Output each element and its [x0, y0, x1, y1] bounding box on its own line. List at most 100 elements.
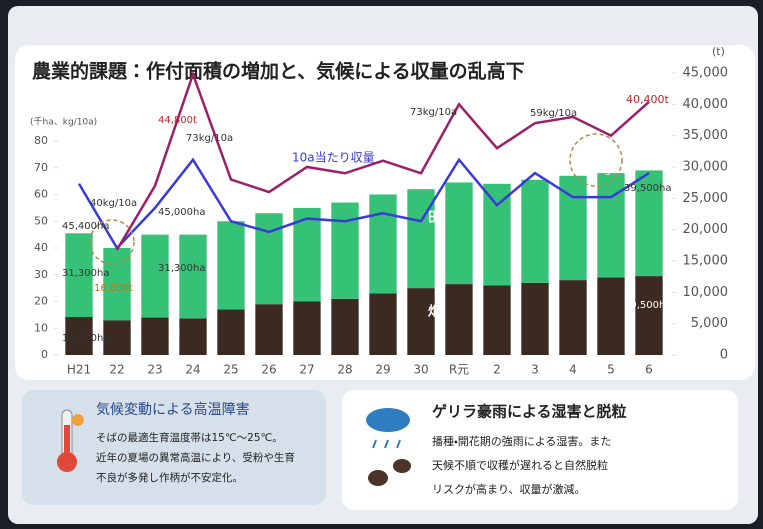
bar-segment	[293, 207, 321, 302]
annotation: 29,500ha	[624, 300, 671, 311]
bar-segment	[217, 221, 245, 310]
annotation: 10a当たり収量	[292, 151, 375, 165]
card-title: ゲリラ豪雨による湿害と脱粒	[432, 403, 627, 421]
annotation: 44,800t	[158, 115, 197, 126]
bar-segment	[407, 288, 435, 355]
chart-title: 農業的課題：作付面積の増加と、気候による収量の乱高下	[32, 60, 525, 83]
annotation: 45,000ha	[158, 207, 205, 218]
annotation: 45,400ha	[62, 221, 109, 232]
sun-icon	[72, 414, 84, 426]
x-tick-label: 29	[375, 363, 390, 377]
bar-segment	[217, 309, 245, 355]
x-tick-label: 26	[261, 363, 276, 377]
x-tick-label: 6	[645, 363, 653, 377]
bar-segment	[65, 233, 93, 318]
thermometer-level	[64, 425, 70, 460]
x-tick-label: 27	[299, 363, 314, 377]
bar-segment	[559, 175, 587, 281]
bar-segment	[483, 183, 511, 286]
x-tick-label: 2	[493, 363, 501, 377]
y2-tick-label: 10,000	[683, 285, 729, 300]
annotation: 59kg	[586, 165, 611, 176]
x-tick-label: H21	[67, 363, 91, 377]
card-text: 不良が多発し作柄が不安定化。	[96, 471, 243, 484]
bar-segment	[597, 277, 625, 355]
bar-segment	[179, 234, 207, 319]
annotation: 40kg/10a	[90, 198, 137, 209]
annotation: 31,300ha	[62, 268, 109, 279]
bar-segment	[103, 320, 131, 355]
annotation: 40,400t	[626, 93, 669, 106]
y2-tick-label: 45,000	[683, 66, 729, 81]
y2-tick-label: 35,000	[683, 128, 729, 143]
y2-tick-label: 30,000	[683, 160, 729, 175]
card-text: リスクが高まり、収量が激減。	[432, 482, 586, 496]
y-tick-label: 80	[34, 134, 48, 147]
bar-segment	[331, 202, 359, 299]
highlight-circle	[569, 133, 623, 187]
annotations: 45,400ha 31,300ha 14,200ha 40kg/10a 16,8…	[62, 93, 671, 344]
bar-segment	[521, 179, 549, 283]
bar-segment	[331, 298, 359, 355]
bar-segment	[255, 304, 283, 355]
bar-segment	[255, 213, 283, 305]
card-text: 播種・開花期の強雨による湿害。また	[432, 434, 611, 448]
x-tick-label: R元	[449, 363, 469, 377]
bar-segment	[521, 282, 549, 355]
annotation: 畑	[428, 305, 441, 320]
annotation: 73kg/10a	[186, 133, 233, 144]
y-tick-label: 70	[34, 161, 48, 174]
x-tick-label: 5	[607, 363, 615, 377]
bar-segment	[103, 248, 131, 321]
annotation: 31,300ha	[158, 263, 205, 274]
card-text: そばの最適生育温度帯は15℃～25℃。	[96, 431, 283, 444]
x-tick-label: 4	[569, 363, 577, 377]
y2-tick-label: 0	[720, 348, 728, 363]
x-tick-label: 24	[185, 363, 200, 377]
y-tick-label: 30	[34, 268, 48, 281]
card-text: 天候不順で収穫が遅れると自然脱粒	[432, 458, 608, 472]
x-tick-label: 30	[413, 363, 428, 377]
seed-icon	[368, 470, 388, 486]
y2-tick-label: 15,000	[683, 254, 729, 269]
annotation: 16,800t	[94, 283, 133, 294]
bar-segment	[597, 173, 625, 278]
y-tick-label: 0	[41, 348, 48, 361]
card-background	[342, 390, 738, 510]
annotation: 14,200ha	[62, 333, 109, 344]
card-1: 気候変動による高温障害 そばの最適生育温度帯は15℃～25℃。 近年の夏場の異常…	[22, 390, 326, 505]
bar-segment	[559, 280, 587, 355]
card-text: 近年の夏場の異常高温により、受粉や生育	[96, 451, 295, 464]
bar-segment	[179, 318, 207, 355]
card-background	[22, 390, 326, 505]
y-tick-label: 50	[34, 214, 48, 227]
y2-tick-label: 5,000	[691, 316, 728, 331]
x-tick-label: 3	[531, 363, 539, 377]
y-tick-label: 20	[34, 295, 48, 308]
bar-segment	[369, 194, 397, 294]
cloud-icon	[366, 408, 410, 432]
y2-tick-label: 40,000	[683, 97, 729, 112]
card-2: ゲリラ豪雨による湿害と脱粒 播種・開花期の強雨による湿害。また 天候不順で収穫が…	[342, 390, 738, 510]
line-series	[77, 157, 650, 251]
y-tick-label: 40	[34, 241, 48, 254]
bar-segment	[141, 234, 169, 318]
y2-axis-label: (t)	[712, 45, 725, 58]
bar-segment	[445, 182, 473, 285]
highlight-circle	[89, 219, 135, 265]
bar-segment	[141, 317, 169, 355]
annotation: 畑	[168, 326, 180, 340]
thermometer-bulb	[57, 452, 77, 472]
bar-segment	[483, 285, 511, 355]
plot: 0 10 20 30 40 50 60 70 80 0 5,000 10,000 15,000 20,00…	[34, 66, 728, 377]
y2-tick-label: 20,000	[683, 222, 729, 237]
x-tick-label: 25	[223, 363, 238, 377]
bar-segment	[369, 293, 397, 355]
y-axis-label: (千ha、kg/10a)	[30, 117, 97, 128]
x-tick-label: 28	[337, 363, 352, 377]
bar-segment	[65, 317, 93, 355]
annotation: 59kg/10a	[530, 108, 577, 119]
y-tick-label: 60	[34, 188, 48, 201]
rain-icon	[372, 439, 401, 449]
